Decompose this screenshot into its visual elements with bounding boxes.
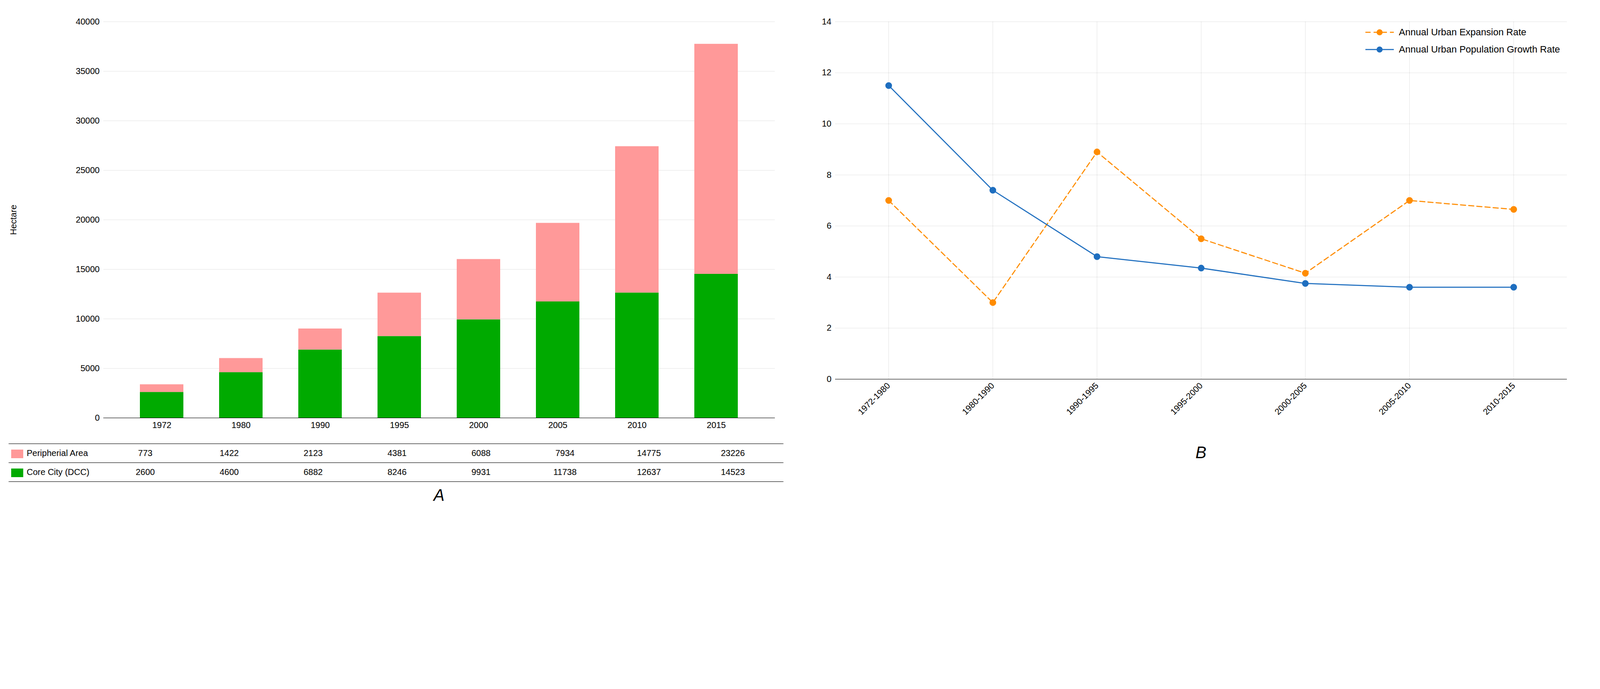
- svg-text:12: 12: [821, 67, 832, 78]
- html-text:6088: 6088: [471, 448, 491, 458]
- html-text:Annual Urban Expansion Rate: Annual Urban Expansion Rate: [1398, 26, 1527, 38]
- html-text:2600: 2600: [135, 467, 155, 477]
- html-text:Core City (DCC): Core City (DCC): [26, 467, 90, 477]
- html-text:7934: 7934: [555, 448, 575, 458]
- svg-text:2015: 2015: [706, 420, 727, 430]
- html-text:11738: 11738: [553, 467, 577, 477]
- html-text:12637: 12637: [636, 467, 661, 477]
- html-text:773: 773: [138, 448, 153, 458]
- svg-text:Hectare: Hectare: [8, 204, 19, 235]
- svg-text:2000: 2000: [469, 420, 489, 430]
- html-text:9931: 9931: [471, 467, 491, 477]
- svg-text:10: 10: [821, 118, 832, 129]
- html-text:23226: 23226: [720, 448, 745, 458]
- svg-text:2000-2005: 2000-2005: [1272, 380, 1309, 417]
- svg-text:1990: 1990: [310, 420, 331, 430]
- svg-text:1972: 1972: [152, 420, 172, 430]
- html-text:B: B: [1195, 443, 1207, 462]
- svg-text:4: 4: [826, 272, 832, 282]
- svg-text:2005: 2005: [548, 420, 568, 430]
- svg-text:10000: 10000: [75, 313, 100, 324]
- svg-text:2010-2015: 2010-2015: [1481, 380, 1517, 417]
- svg-text:5000: 5000: [80, 363, 100, 373]
- html-text:14775: 14775: [636, 448, 661, 458]
- html-text:1422: 1422: [219, 448, 239, 458]
- svg-text:25000: 25000: [75, 165, 100, 175]
- html-text:4600: 4600: [219, 467, 239, 477]
- html-text:4381: 4381: [387, 448, 407, 458]
- svg-text:40000: 40000: [75, 16, 100, 27]
- html-text:Annual Urban Population Growth: Annual Urban Population Growth Rate: [1398, 43, 1560, 55]
- svg-text:14: 14: [821, 16, 832, 27]
- svg-text:15000: 15000: [75, 264, 100, 274]
- svg-text:0: 0: [94, 412, 100, 423]
- html-text:8246: 8246: [387, 467, 407, 477]
- svg-text:2: 2: [826, 322, 832, 333]
- html-text:A: A: [433, 485, 445, 505]
- svg-text:8: 8: [826, 170, 832, 180]
- svg-text:30000: 30000: [75, 115, 100, 126]
- svg-text:2005-2010: 2005-2010: [1377, 380, 1413, 417]
- svg-text:1972-1980: 1972-1980: [856, 380, 892, 417]
- svg-text:1980-1990: 1980-1990: [960, 380, 997, 417]
- html-text:6882: 6882: [303, 467, 323, 477]
- svg-text:6: 6: [826, 220, 832, 231]
- svg-text:2010: 2010: [627, 420, 647, 430]
- svg-text:1990-1995: 1990-1995: [1064, 380, 1101, 417]
- html-text:2123: 2123: [303, 448, 323, 458]
- html-text:Peripherial Area: Peripherial Area: [26, 448, 88, 458]
- svg-text:20000: 20000: [75, 214, 100, 225]
- svg-text:1995-2000: 1995-2000: [1168, 380, 1205, 417]
- svg-text:0: 0: [826, 374, 832, 384]
- svg-text:1980: 1980: [231, 420, 251, 430]
- svg-text:1995: 1995: [389, 420, 410, 430]
- svg-text:35000: 35000: [75, 66, 100, 76]
- html-text:14523: 14523: [720, 467, 745, 477]
